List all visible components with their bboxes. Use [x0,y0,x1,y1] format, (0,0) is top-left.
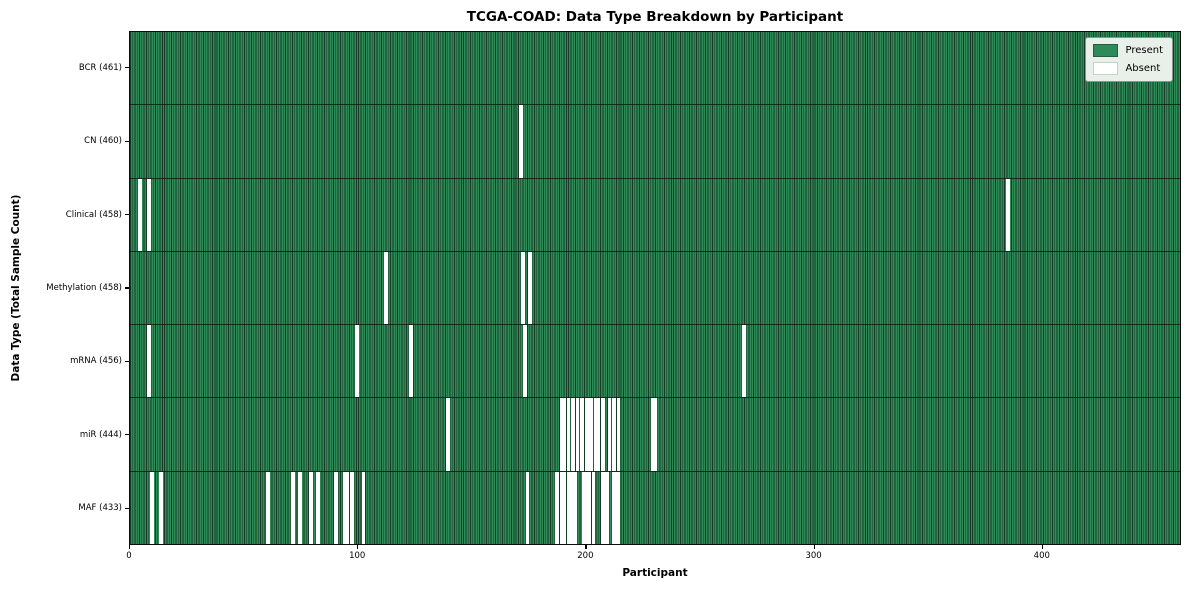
y-tick [125,434,129,436]
y-tick [125,507,129,509]
absent-stripe [138,178,143,251]
plot-area [129,31,1181,545]
absent-stripe [361,471,366,544]
x-axis-title: Participant [622,567,688,579]
absent-stripe [520,251,525,325]
y-tick-label-Clinical: Clinical (458) [65,209,122,220]
absent-stripe [568,471,573,544]
y-tick [125,287,129,289]
legend-entry-present: Present [1093,44,1163,57]
absent-stripe [559,398,566,471]
absent-stripe [575,398,580,471]
absent-stripe [350,471,354,544]
x-tick [357,545,359,549]
absent-stripe [566,471,571,544]
legend: Present Absent [1085,37,1173,82]
absent-stripe [573,471,578,544]
absent-stripe [607,398,612,471]
absent-stripe [616,398,621,471]
x-tick [1041,545,1043,549]
absent-stripe [343,471,350,544]
absent-stripe [384,251,389,325]
absent-stripe [555,471,559,544]
y-tick-label-CN: CN (460) [84,136,122,147]
absent-stripe [584,398,589,471]
absent-stripe [571,398,575,471]
x-tick-label-0: 0 [126,551,132,561]
heatmap-row-CN [130,104,1180,178]
x-tick-label-300: 300 [805,551,822,561]
y-tick-label-miR: miR (444) [79,429,122,440]
absent-stripe [149,471,154,544]
absent-stripe [612,471,619,544]
absent-stripe [566,398,571,471]
absent-stripe [600,398,605,471]
x-tick [585,545,587,549]
y-tick-label-Methylation: Methylation (458) [46,283,122,293]
heatmap-row-MAF [130,470,1180,544]
absent-stripe [741,325,746,398]
absent-stripe [582,471,587,544]
heatmap-row-Methylation [130,250,1180,325]
absent-stripe [290,471,295,544]
absent-stripe [147,325,152,398]
absent-stripe [525,471,530,544]
absent-stripe [559,471,564,544]
absent-stripe [445,398,450,471]
absent-stripe [265,471,270,544]
absent-stripe [309,471,313,544]
absent-stripe [315,471,320,544]
absent-stripe [147,178,152,251]
absent-stripe [523,325,528,398]
absent-stripe [605,471,610,544]
chart-title: TCGA-COAD: Data Type Breakdown by Partic… [466,9,844,25]
heatmap-row-BCR [130,32,1180,105]
absent-stripe [650,398,657,471]
x-tick-label-200: 200 [577,551,594,561]
absent-stripe [354,325,359,398]
absent-stripe [589,398,594,471]
absent-stripe [612,398,616,471]
absent-stripe [518,105,523,178]
legend-label-present: Present [1125,45,1163,56]
absent-swatch-icon [1093,62,1119,75]
absent-stripe [561,471,566,544]
x-tick [129,545,131,549]
absent-stripe [1006,178,1010,251]
absent-stripe [600,471,605,544]
y-tick [125,140,129,142]
absent-stripe [591,471,596,544]
absent-stripe [158,471,163,544]
absent-stripe [584,471,591,544]
absent-stripe [334,471,339,544]
present-swatch-icon [1093,44,1119,57]
legend-label-absent: Absent [1125,63,1161,74]
legend-entry-absent: Absent [1093,62,1163,75]
absent-stripe [593,398,600,471]
absent-stripe [616,471,621,544]
y-tick [125,360,129,363]
y-tick-label-mRNA: mRNA (456) [70,356,122,367]
heatmap-row-mRNA [130,324,1180,398]
y-tick [125,213,129,216]
absent-stripe [527,251,532,325]
y-tick-label-MAF: MAF (433) [78,503,122,514]
y-tick [125,67,129,69]
x-tick-label-400: 400 [1033,551,1050,561]
x-tick [813,545,815,549]
absent-stripe [297,471,302,544]
absent-stripe [580,398,585,471]
x-tick-label-100: 100 [349,551,366,561]
absent-stripe [409,325,414,398]
heatmap-row-Clinical [130,177,1180,251]
heatmap-row-miR [130,397,1180,471]
y-tick-label-BCR: BCR (461) [78,62,122,73]
